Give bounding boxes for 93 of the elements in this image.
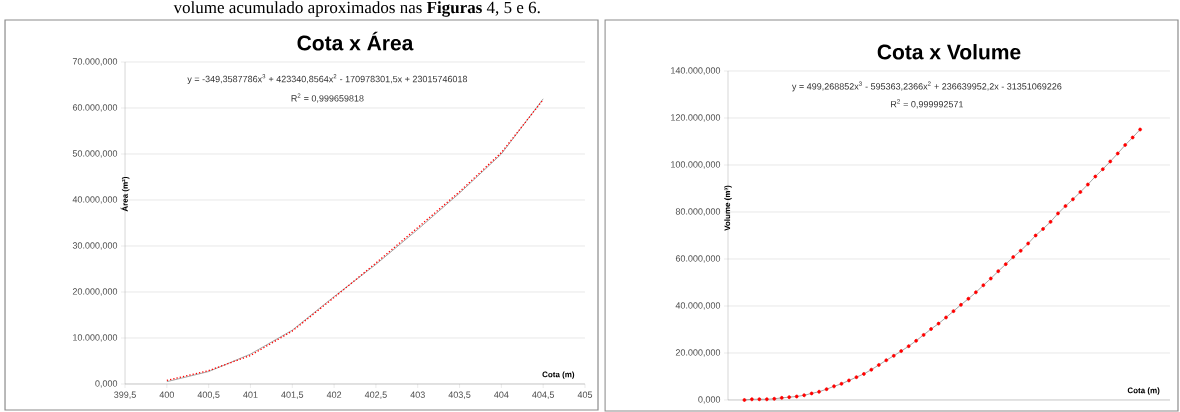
point (824, 387, 829, 392)
y-tick-label: 20.000,000 (675, 349, 721, 357)
point (772, 396, 777, 401)
point (794, 394, 799, 399)
point (1108, 159, 1113, 164)
point (936, 321, 941, 326)
point (1003, 262, 1008, 267)
y-tick-label: 40.000,000 (72, 196, 118, 204)
point (996, 269, 1001, 274)
point (921, 333, 926, 337)
point (914, 338, 918, 343)
y-tick-label: 20.000,000 (72, 288, 118, 296)
point (876, 363, 881, 367)
x-tick-label: 402 (326, 391, 342, 398)
x-tick-label: 400,5 (197, 391, 220, 399)
point (1100, 167, 1105, 172)
y-tick-label: 0,000 (95, 380, 118, 388)
y-tick-label: 100.000,000 (671, 161, 721, 169)
chart-title: Cota x Volume (877, 44, 1021, 60)
point (1048, 220, 1053, 224)
point (802, 393, 807, 398)
y-tick-label: 10.000,000 (73, 334, 118, 342)
point (1018, 248, 1023, 253)
y-tick-label: 0,000 (698, 396, 721, 404)
y-tick-label: 80.000,000 (675, 208, 721, 216)
x-tick-label: 402,5 (364, 391, 387, 399)
point (974, 290, 978, 295)
point (929, 327, 933, 331)
point (1033, 233, 1038, 238)
point (1056, 211, 1060, 216)
point (966, 296, 971, 301)
y-tick-label: 60.000,000 (675, 255, 721, 263)
point (750, 397, 754, 402)
x-tick-label: 403 (410, 391, 425, 398)
point (1093, 174, 1098, 179)
point (854, 375, 859, 380)
y-tick-label: 70.000,000 (72, 58, 118, 66)
point (1130, 135, 1135, 140)
y-tick-label: 140.000,000 (671, 67, 721, 75)
point (847, 378, 851, 383)
annotation: R$^{2}$ = 0,999659818 (291, 93, 364, 103)
x-tick-label: 399,5 (114, 391, 136, 399)
point (988, 276, 993, 281)
point (1115, 151, 1120, 156)
x-axis-title: Cota (m) (542, 371, 575, 379)
y-axis-title: Volume (m³) (724, 185, 732, 231)
point (779, 396, 784, 400)
point (981, 283, 986, 288)
point (906, 344, 911, 349)
x-tick-label: 404,5 (532, 391, 555, 399)
chart-title: Cota x Área (297, 31, 414, 51)
x-tick-label: 400 (159, 391, 174, 398)
point (951, 309, 956, 314)
x-tick-label: 403,5 (448, 391, 471, 399)
point (1123, 143, 1128, 147)
point (764, 397, 769, 402)
point (869, 367, 874, 372)
point (1071, 197, 1075, 202)
y-tick-label: 40.000,000 (675, 302, 721, 310)
point (959, 302, 963, 307)
point (1041, 227, 1045, 231)
annotation: y = 499,268852x$^{3}$ - 595363,2366x$^{2}$ + 236639952,2x - 31351069226 (791, 81, 1062, 92)
annotation: R$^{2}$ = 0,999992571 (891, 99, 964, 109)
y-tick-label: 60.000,000 (72, 104, 118, 112)
point (817, 389, 821, 394)
point (944, 315, 948, 320)
x-axis-title: Cota (m) (1127, 387, 1160, 395)
point (891, 353, 896, 358)
annotation: y = -349,3587786x$^{3}$ + 423340,8564x$^{2}$ - 170978301,5x + 23015746018 (187, 74, 468, 84)
x-tick-label: 404 (494, 391, 509, 398)
y-tick-label: 120.000,000 (671, 114, 721, 122)
point (1138, 127, 1142, 132)
x-tick-label: 401 (243, 391, 258, 398)
x-tick-label: 401,5 (281, 391, 304, 399)
point (839, 381, 844, 386)
point (899, 349, 904, 353)
y-axis-title: Área (m²) (120, 176, 130, 212)
point (1086, 182, 1090, 187)
point (1063, 204, 1068, 208)
point (757, 397, 762, 402)
point (884, 358, 889, 363)
point (1078, 190, 1083, 194)
point (1026, 241, 1030, 246)
point (862, 372, 866, 376)
text: volume acumulado aproximados nas Figuras 4, 5 e 6. (173, 1, 540, 17)
y-tick-label: 50.000,000 (72, 150, 118, 158)
point (742, 398, 747, 402)
point (787, 395, 792, 400)
x-tick-label: 405 (577, 391, 593, 398)
point (809, 391, 814, 396)
point (1011, 255, 1016, 259)
y-tick-label: 30.000,000 (72, 242, 118, 250)
point (832, 384, 836, 389)
